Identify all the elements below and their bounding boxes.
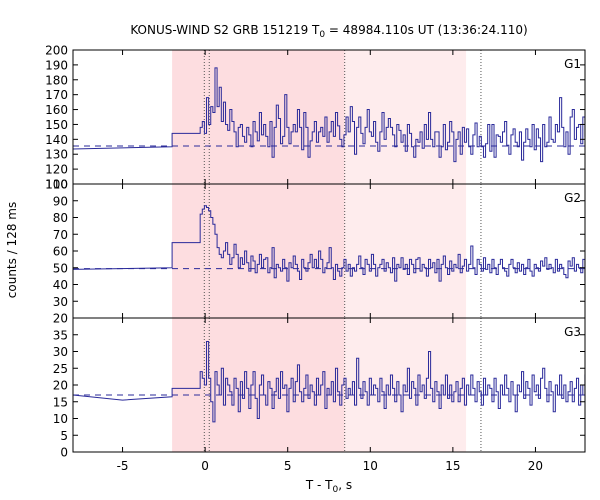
y-tick-label: 30 bbox=[53, 345, 68, 359]
y-tick-label: 35 bbox=[53, 328, 68, 342]
x-tick-label: -5 bbox=[117, 459, 129, 473]
series-g1-line bbox=[72, 67, 586, 163]
y-tick-label: 60 bbox=[53, 245, 68, 259]
y-tick-label: 0 bbox=[60, 446, 68, 460]
x-tick-label: 5 bbox=[284, 459, 292, 473]
x-tick-label: 10 bbox=[363, 459, 378, 473]
x-axis-label-suffix: , s bbox=[338, 478, 352, 492]
x-tick-label: 15 bbox=[445, 459, 460, 473]
y-tick-label: 5 bbox=[60, 429, 68, 443]
y-tick-label: 70 bbox=[53, 228, 68, 242]
y-tick-label: 160 bbox=[45, 103, 68, 117]
y-tick-label: 25 bbox=[53, 362, 68, 376]
panel-label: G2 bbox=[564, 191, 581, 205]
x-tick-label: 0 bbox=[201, 459, 209, 473]
y-tick-label: 50 bbox=[53, 261, 68, 275]
x-axis-label-prefix: T - T bbox=[305, 478, 333, 492]
chart-title-prefix: KONUS-WIND S2 GRB 151219 T bbox=[130, 23, 320, 37]
y-tick-label: 80 bbox=[53, 211, 68, 225]
x-axis-label: T - T0, s bbox=[305, 478, 352, 495]
plot-area: 110120130140150160170180190200G120304050… bbox=[45, 44, 586, 473]
extended-interval-shading bbox=[344, 184, 467, 318]
emission-interval-shading bbox=[172, 50, 345, 184]
chart-title-subscript: 0 bbox=[319, 30, 325, 40]
y-tick-label: 130 bbox=[45, 148, 68, 162]
y-tick-label: 200 bbox=[45, 44, 68, 58]
panel-label: G1 bbox=[564, 57, 581, 71]
y-axis-label: counts / 128 ms bbox=[5, 202, 19, 298]
extended-interval-shading bbox=[344, 50, 467, 184]
panel-g2: 20 30 40 50 60 70 80 90 100 G2 bbox=[45, 178, 586, 326]
y-tick-label: 90 bbox=[53, 194, 68, 208]
panel-label: G3 bbox=[564, 325, 581, 339]
x-axis-label-subscript: 0 bbox=[333, 485, 339, 495]
y-tick-label: 40 bbox=[53, 278, 68, 292]
y-tick-label: 170 bbox=[45, 88, 68, 102]
y-tick-label: 140 bbox=[45, 133, 68, 147]
y-tick-label: 100 bbox=[45, 178, 68, 192]
y-tick-label: 30 bbox=[53, 295, 68, 309]
y-tick-label: 110 bbox=[45, 178, 68, 192]
chart-title-suffix: = 48984.110s UT (13:36:24.110) bbox=[325, 23, 528, 37]
y-tick-label: 15 bbox=[53, 395, 68, 409]
series-g2-line bbox=[72, 205, 586, 282]
y-tick-label: 20 bbox=[53, 312, 68, 326]
chart-title: KONUS-WIND S2 GRB 151219 T0 = 48984.110s… bbox=[130, 23, 527, 40]
y-tick-label: 190 bbox=[45, 58, 68, 72]
x-tick-label: 20 bbox=[528, 459, 543, 473]
series-g3-line bbox=[72, 340, 586, 423]
y-tick-label: 120 bbox=[45, 163, 68, 177]
emission-interval-shading bbox=[172, 184, 345, 318]
y-tick-label: 20 bbox=[53, 379, 68, 393]
y-tick-label: 180 bbox=[45, 73, 68, 87]
panel-g3: 0 5 10 15 20 25 30 35 G3 bbox=[53, 317, 586, 460]
y-tick-label: 10 bbox=[53, 412, 68, 426]
y-tick-label: 150 bbox=[45, 118, 68, 132]
emission-interval-shading bbox=[172, 318, 345, 452]
